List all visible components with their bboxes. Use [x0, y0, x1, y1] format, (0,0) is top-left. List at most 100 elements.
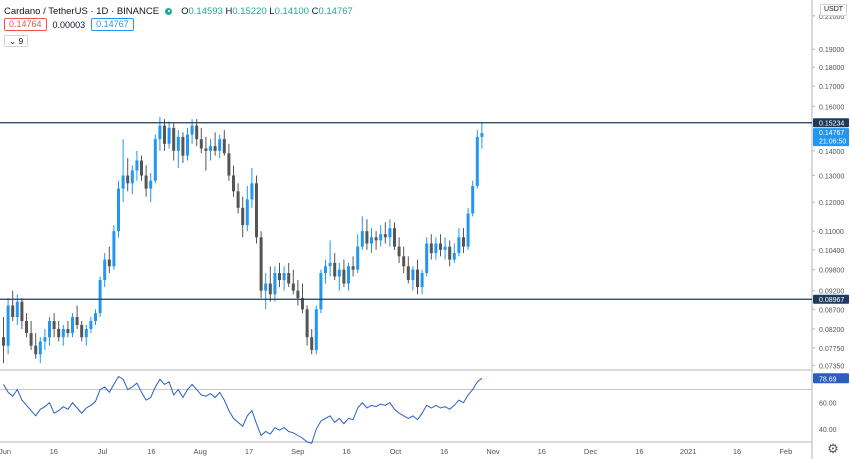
candle-body — [462, 237, 465, 247]
candle — [457, 228, 461, 257]
low-label: L — [269, 5, 275, 17]
candle-body — [291, 283, 295, 291]
candle — [57, 320, 61, 342]
candle-body — [388, 228, 392, 238]
candle-body — [43, 337, 47, 342]
candle — [452, 243, 456, 263]
candle — [383, 222, 387, 244]
candle-body — [218, 139, 222, 151]
candle-body — [457, 237, 461, 254]
candle — [84, 324, 88, 346]
candle — [425, 237, 429, 277]
gear-icon[interactable]: ⚙ — [827, 441, 839, 456]
candle — [61, 324, 65, 346]
candle — [245, 185, 249, 232]
candle-body — [425, 243, 429, 274]
price-tags: 0.15234 0.14767 21:06:50 0.08967 78.69 — [813, 118, 849, 384]
candle-body — [186, 134, 189, 156]
candle-body — [443, 246, 447, 250]
candle-body — [360, 231, 364, 247]
candle-body — [149, 180, 153, 189]
candle-body — [374, 237, 378, 241]
bar-countdown-text: 21:06:50 — [819, 139, 846, 146]
candle — [103, 253, 107, 288]
open-label: O — [181, 5, 189, 17]
candle — [199, 127, 203, 154]
candle-body — [227, 153, 231, 176]
price-tick-label: 0.14000 — [819, 149, 844, 156]
candle-body — [158, 125, 162, 140]
symbol-title[interactable]: Cardano / TetherUS · 1D · BINANCE — [4, 5, 160, 17]
candle — [222, 130, 226, 156]
candle-body — [11, 305, 15, 318]
candle — [370, 228, 373, 254]
candle-body — [52, 320, 56, 329]
candle — [195, 119, 199, 147]
candle-body — [314, 309, 318, 350]
candle-body — [480, 133, 484, 137]
candle — [480, 122, 484, 149]
sell-price-button[interactable]: 0.14764 — [4, 18, 47, 31]
candle-body — [296, 290, 300, 298]
candle-body — [448, 246, 452, 260]
buy-price-button[interactable]: 0.14767 — [91, 18, 134, 31]
candle-body — [112, 231, 116, 267]
rsi-value-tag-text: 78.69 — [819, 376, 837, 383]
candle — [29, 320, 33, 350]
candle — [379, 225, 383, 247]
candle-body — [181, 136, 185, 156]
candle-body — [15, 301, 19, 318]
candle — [89, 317, 93, 334]
horizontal-lines[interactable] — [0, 122, 812, 300]
candle — [310, 328, 314, 355]
time-label: 16 — [733, 447, 741, 456]
candle — [264, 273, 268, 310]
candle — [273, 266, 277, 302]
candle — [227, 143, 231, 181]
candle — [140, 155, 143, 181]
candle — [38, 337, 42, 364]
time-label: Oct — [390, 447, 403, 456]
candle — [416, 259, 419, 295]
candle — [204, 136, 208, 171]
candle-body — [172, 127, 176, 151]
candle-body — [135, 160, 139, 171]
candle — [117, 180, 120, 238]
candle-body — [232, 175, 235, 192]
candle — [6, 297, 10, 355]
candle — [443, 237, 447, 260]
candle-body — [406, 266, 410, 280]
candle-body — [140, 160, 143, 176]
rsi-tick-label: 40.00 — [819, 427, 837, 434]
candle-body — [34, 345, 38, 355]
candle-body — [333, 262, 337, 277]
price-tick-label: 0.08700 — [819, 307, 844, 314]
candle-body — [250, 183, 254, 200]
support-price-tag-bg — [813, 294, 849, 304]
currency-badge[interactable]: USDT — [820, 4, 848, 16]
candle — [393, 222, 396, 250]
candle-body — [439, 243, 442, 250]
candle — [305, 305, 309, 346]
candle-body — [195, 125, 199, 140]
candle — [236, 183, 240, 214]
candle-body — [209, 146, 212, 151]
candle — [218, 134, 222, 159]
candle — [351, 256, 355, 277]
time-label: Sep — [291, 447, 304, 456]
candle-body — [420, 273, 424, 288]
candle-body — [434, 243, 438, 254]
candle-body — [236, 191, 240, 208]
candle-body — [75, 317, 79, 325]
axes: 0.21000 0.19000 0.18000 0.17000 0.16000 0.140… — [0, 14, 844, 456]
candle — [209, 139, 212, 161]
time-label: 16 — [635, 447, 643, 456]
candle — [121, 139, 125, 203]
candle — [80, 320, 84, 342]
current-price-text: 0.14767 — [819, 130, 844, 137]
price-tick-label: 0.17000 — [819, 84, 844, 91]
indicators-toggle-button[interactable]: ⌄ 9 — [4, 35, 29, 47]
candle — [172, 123, 176, 161]
